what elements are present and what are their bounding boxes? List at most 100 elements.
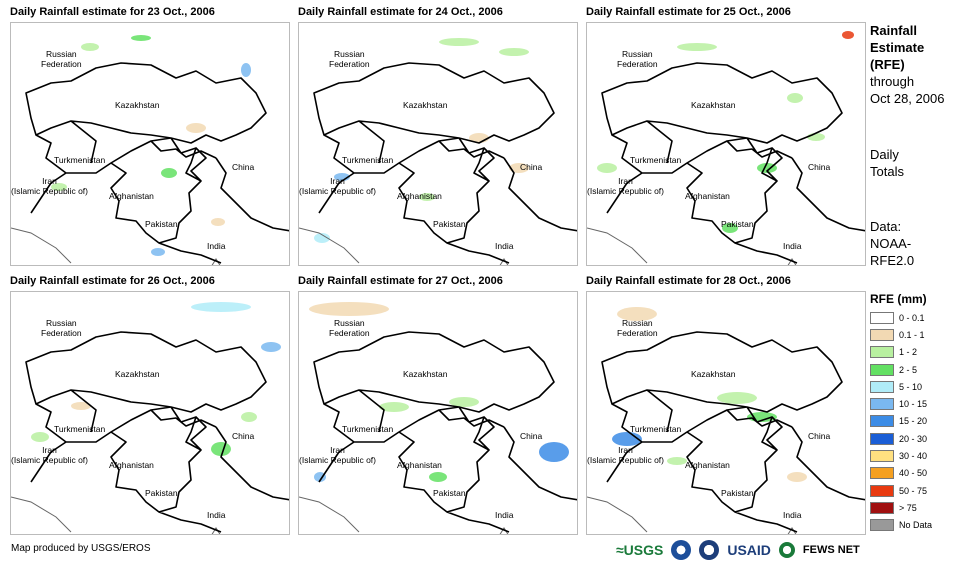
side-daily: Daily [870, 147, 899, 162]
map-panel: Daily Rainfall estimate for 23 Oct., 200… [10, 6, 290, 266]
legend-swatch [870, 346, 894, 359]
rain-patch [314, 472, 326, 482]
credit-text: Map produced by USGS/EROS [11, 543, 151, 554]
map-panel: Daily Rainfall estimate for 28 Oct., 200… [586, 275, 866, 535]
legend-label: 10 - 15 [899, 399, 928, 410]
legend-item: 0 - 0.1 [870, 309, 932, 326]
country-label-afghanistan: Afghanistan [109, 191, 154, 201]
rain-patch [677, 43, 717, 51]
country-label-turkmenistan: Turkmenistan [342, 424, 394, 434]
coastline [11, 496, 221, 534]
country-label-iran: Iran (Islamic Republic of) [299, 445, 376, 465]
rain-patch [31, 432, 49, 442]
legend-item: 20 - 30 [870, 430, 932, 447]
country-label-china: China [520, 162, 543, 172]
panel-title: Daily Rainfall estimate for 28 Oct., 200… [586, 275, 791, 287]
map-panel: Daily Rainfall estimate for 24 Oct., 200… [298, 6, 578, 266]
legend-label: 0.1 - 1 [899, 329, 925, 340]
rain-patch [539, 442, 569, 462]
country-label-iran: Iran (Islamic Republic of) [11, 445, 88, 465]
rain-patch [842, 31, 854, 39]
legend-item: 0.1 - 1 [870, 326, 932, 343]
legend-label: 0 - 0.1 [899, 312, 925, 323]
map-panel: Daily Rainfall estimate for 25 Oct., 200… [586, 6, 866, 266]
legend-item: 2 - 5 [870, 361, 932, 378]
country-label-china: China [232, 162, 255, 172]
rain-patch [81, 43, 99, 51]
noaa-logo-icon [671, 540, 692, 560]
country-label-china: China [520, 431, 543, 441]
country-label-turkmenistan: Turkmenistan [54, 155, 106, 165]
side-title-block: Rainfall Estimate (RFE) through Oct 28, … [870, 22, 944, 107]
legend-label: 1 - 2 [899, 347, 918, 358]
legend-item: 40 - 50 [870, 465, 932, 482]
country-label-kazakhstan: Kazakhstan [115, 100, 160, 110]
country-label-china: China [808, 431, 831, 441]
legend-title: RFE (mm) [870, 292, 927, 306]
map-panel: Daily Rainfall estimate for 27 Oct., 200… [298, 275, 578, 535]
side-data-src1: NOAA- [870, 236, 912, 251]
legend-swatch [870, 311, 894, 324]
rain-patch [787, 472, 807, 482]
legend-label: 5 - 10 [899, 381, 923, 392]
country-label-afghanistan: Afghanistan [109, 460, 154, 470]
country-label-turkmenistan: Turkmenistan [342, 155, 394, 165]
country-label-russia: Russian Federation [41, 318, 82, 338]
side-data-label: Data: [870, 219, 902, 234]
country-label-russia: Russian Federation [617, 318, 658, 338]
country-label-pakistan: Pakistan [145, 488, 178, 498]
side-title-line3: (RFE) [870, 57, 905, 72]
rainfall-map: Russian Federation Kazakhstan Turkmenistan… [586, 22, 866, 266]
country-label-pakistan: Pakistan [433, 488, 466, 498]
side-date: Oct 28, 2006 [870, 91, 945, 106]
map-svg [299, 302, 577, 534]
usaid-logo: USAID [727, 542, 771, 558]
map-svg [587, 31, 865, 265]
map-svg [587, 307, 865, 534]
country-label-turkmenistan: Turkmenistan [630, 424, 682, 434]
country-label-india: India [783, 241, 802, 251]
rain-patch [722, 223, 738, 233]
country-label-pakistan: Pakistan [145, 219, 178, 229]
legend-label: 30 - 40 [899, 451, 928, 462]
country-label-iran: Iran (Islamic Republic of) [587, 445, 664, 465]
rain-patch [449, 397, 479, 407]
country-label-iran: Iran (Islamic Republic of) [11, 176, 88, 196]
country-label-russia: Russian Federation [329, 49, 370, 69]
rain-patch [597, 163, 617, 173]
rainfall-map: Russian Federation Kazakhstan Turkmenistan… [10, 291, 290, 535]
legend: 0 - 0.1 0.1 - 1 1 - 2 2 - 5 5 - 10 10 - 15 15 … [870, 309, 932, 534]
map-panel: Daily Rainfall estimate for 26 Oct., 200… [10, 275, 290, 535]
rain-patch [191, 302, 251, 312]
country-label-kazakhstan: Kazakhstan [403, 100, 448, 110]
coastline [299, 227, 509, 265]
country-label-china: China [808, 162, 831, 172]
rain-patch [617, 307, 657, 321]
legend-item: 10 - 15 [870, 395, 932, 412]
country-label-kazakhstan: Kazakhstan [403, 369, 448, 379]
rainfall-map: Russian Federation Kazakhstan Turkmenistan… [298, 291, 578, 535]
country-label-russia: Russian Federation [41, 49, 82, 69]
country-label-iran: Iran (Islamic Republic of) [587, 176, 664, 196]
globe-icon [778, 542, 795, 558]
panel-title: Daily Rainfall estimate for 24 Oct., 200… [298, 6, 503, 18]
country-label-russia: Russian Federation [329, 318, 370, 338]
logo-bar: ≈USGS USAID FEWS NET [616, 538, 860, 562]
panel-title: Daily Rainfall estimate for 26 Oct., 200… [10, 275, 215, 287]
legend-label: 2 - 5 [899, 364, 918, 375]
map-svg [11, 35, 289, 265]
side-through: through [870, 74, 915, 89]
legend-label: > 75 [899, 502, 917, 513]
rain-patch [211, 442, 231, 456]
legend-item: 15 - 20 [870, 413, 932, 430]
country-borders [313, 331, 577, 533]
country-label-afghanistan: Afghanistan [397, 191, 442, 201]
rain-patch [379, 402, 409, 412]
rain-patch [211, 218, 225, 226]
panel-title: Daily Rainfall estimate for 23 Oct., 200… [10, 6, 215, 18]
side-data-src2: RFE2.0 [870, 253, 915, 268]
legend-swatch [870, 398, 894, 411]
rain-patch [787, 93, 803, 103]
country-label-afghanistan: Afghanistan [685, 460, 730, 470]
rain-patch [71, 402, 91, 410]
